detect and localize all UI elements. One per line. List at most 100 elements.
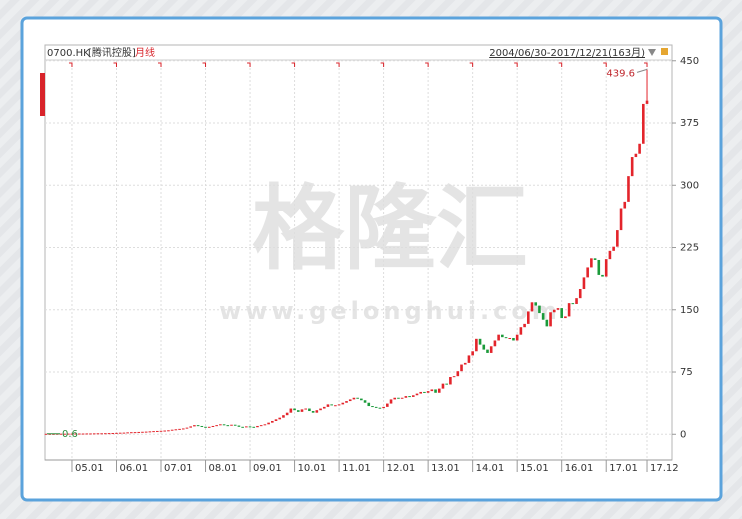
candle-body [167, 430, 170, 432]
candle-body [118, 432, 122, 434]
y-tick-label: 300 [680, 180, 699, 191]
plot-area [44, 44, 673, 461]
candle-body [482, 344, 486, 350]
candle-body [430, 389, 434, 392]
candle-body [104, 433, 107, 435]
candle-body [527, 311, 530, 324]
candle-body [200, 425, 204, 427]
candle-body [627, 176, 630, 202]
flag [469, 62, 474, 67]
candle-body [564, 316, 567, 319]
dropdown[interactable] [648, 49, 656, 56]
flag [291, 62, 296, 67]
flag [202, 62, 207, 67]
candle-body [304, 408, 307, 410]
candle-body [630, 157, 634, 177]
candle-body [248, 426, 252, 428]
candle-body [174, 429, 178, 431]
candle-body [96, 433, 100, 435]
candle-body [616, 230, 619, 247]
candle-body [619, 208, 623, 231]
candle-body [44, 433, 48, 435]
candle-body [590, 258, 593, 268]
candle-body [634, 153, 638, 158]
candle-body [556, 308, 560, 310]
flag [514, 62, 518, 67]
candle-body [382, 406, 385, 409]
candle-body [308, 408, 311, 412]
candle-body [475, 338, 478, 352]
candle-body [256, 425, 259, 428]
y-tick-label: 0 [680, 429, 686, 440]
candle-body [456, 371, 460, 377]
candle-body [523, 323, 526, 328]
y-tick-label: 150 [680, 305, 699, 316]
candle-body [219, 424, 222, 426]
candle-body [289, 408, 293, 413]
candle-body [642, 103, 645, 144]
candle-body [85, 433, 89, 435]
candle-body [271, 420, 274, 423]
candle-body [404, 396, 408, 398]
candle-body [293, 408, 296, 411]
x-tick-label: 09.01 [253, 463, 282, 474]
candle-body [259, 425, 263, 427]
candle-body [575, 298, 578, 304]
candle-body [434, 389, 437, 393]
candle-body [489, 346, 493, 353]
candle-body [352, 397, 356, 400]
candle-body [378, 407, 382, 409]
candle-body [181, 428, 185, 430]
candle-body [226, 425, 230, 427]
candle-body [100, 433, 103, 435]
x-tick-label: 05.01 [75, 463, 104, 474]
candle-body [326, 404, 330, 407]
candle-body [245, 426, 248, 428]
candle-body [334, 405, 337, 407]
candle-body [141, 431, 144, 433]
candle-body [449, 377, 452, 385]
lock-icon[interactable] [661, 48, 668, 55]
candle-body [345, 401, 348, 403]
candle-body [282, 415, 285, 418]
candle-body [504, 337, 508, 339]
flag [68, 62, 73, 67]
candle-body [178, 428, 181, 430]
candle-body [389, 399, 393, 404]
candle-body [189, 426, 192, 428]
y-tick-label: 375 [680, 118, 699, 129]
x-tick-label: 15.01 [520, 463, 549, 474]
candle-body [122, 432, 126, 434]
candle-body [285, 412, 289, 416]
candle-body [638, 143, 641, 154]
candle-body [452, 376, 456, 378]
candle-body [300, 409, 304, 412]
candle-body [493, 340, 497, 347]
candle-body [70, 433, 74, 435]
candle-body [274, 419, 278, 421]
x-tick-label: 14.01 [476, 463, 505, 474]
candle-body [545, 319, 549, 327]
candle-body [460, 364, 463, 372]
candle-body [445, 383, 448, 385]
x-tick-label: 17.12 [650, 463, 679, 474]
annotation-line [636, 68, 648, 73]
candle-body [159, 430, 163, 432]
candle-body [586, 267, 589, 278]
candle-body [222, 424, 226, 426]
candle-body [567, 303, 571, 317]
x-tick-label: 17.01 [609, 463, 638, 474]
candle-body [152, 431, 155, 433]
candle-body [207, 426, 211, 428]
candle-body [115, 432, 118, 434]
candle-body [322, 406, 326, 409]
candle-body [437, 388, 441, 393]
candle-body [371, 406, 374, 408]
x-tick-label: 06.01 [119, 463, 148, 474]
candle-body [393, 397, 397, 400]
candle-body [356, 397, 359, 399]
candle-body [515, 334, 519, 341]
candle-body [560, 308, 563, 319]
candle-body [348, 399, 352, 402]
